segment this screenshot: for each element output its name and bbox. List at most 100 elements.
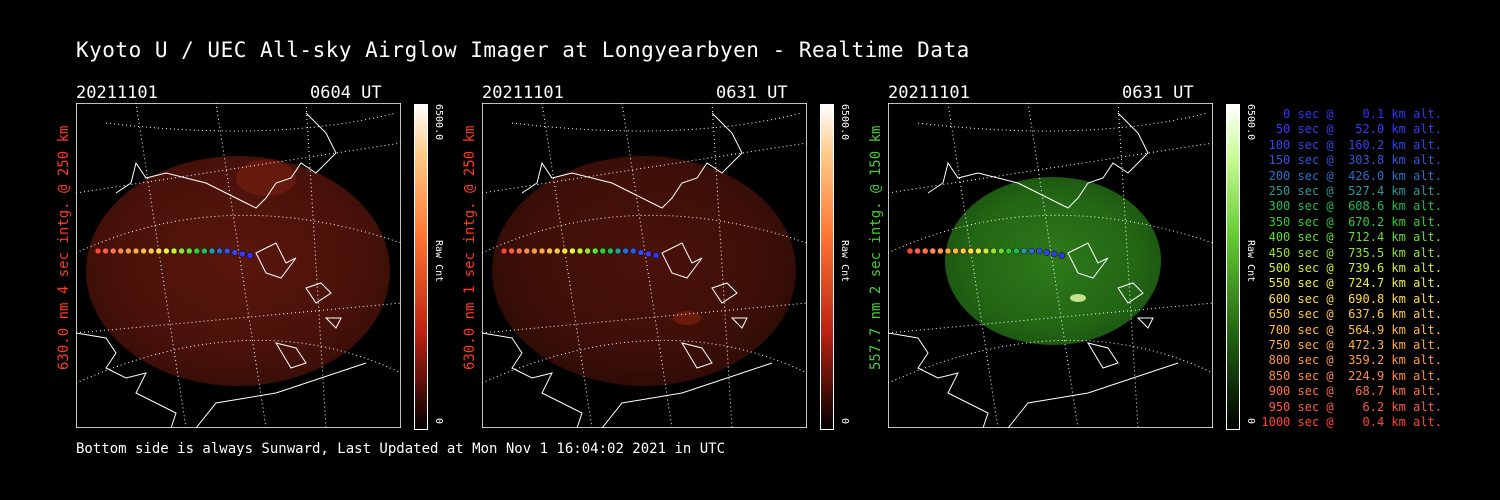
legend-row: 100 sec @ 160.2 km alt.: [1268, 137, 1442, 152]
track-point: [561, 247, 569, 255]
track-point: [163, 247, 170, 255]
page-title: Kyoto U / UEC All-sky Airglow Imager at …: [76, 38, 970, 62]
track-point: [906, 247, 914, 255]
track-point: [185, 247, 193, 255]
panel-date: 20211101: [888, 83, 970, 103]
track-point: [223, 247, 231, 255]
legend-row: 450 sec @ 735.5 km alt.: [1268, 245, 1442, 260]
legend-row: 750 sec @ 472.3 km alt.: [1268, 338, 1442, 352]
sky-ellipse: [86, 156, 390, 386]
legend-row: 300 sec @ 608.6 km alt.: [1268, 199, 1442, 214]
legend-row: 850 sec @ 224.9 km alt.: [1268, 368, 1442, 383]
track-point: [1035, 247, 1043, 255]
track-point: [645, 250, 652, 258]
track-point: [569, 247, 576, 255]
track-point: [231, 249, 239, 256]
latlon-grid: [888, 103, 1213, 428]
track-point: [622, 247, 629, 255]
track-point: [500, 247, 508, 255]
track-point: [959, 247, 967, 255]
track-point: [1051, 250, 1058, 258]
track-point: [929, 247, 937, 255]
track-point: [508, 247, 515, 255]
track-point: [193, 247, 201, 255]
colorbar: [820, 104, 834, 430]
track-point: [216, 247, 223, 255]
track-point: [997, 247, 1005, 255]
panel-time: 0631 UT: [716, 83, 788, 103]
track-point: [140, 247, 147, 255]
legend-row: 800 sec @ 359.2 km alt.: [1268, 353, 1442, 368]
track-point: [1028, 247, 1035, 255]
track-point: [239, 250, 246, 258]
legend-row: 650 sec @ 637.6 km alt.: [1268, 307, 1442, 322]
colorbar: [414, 104, 428, 430]
legend-row: 500 sec @ 739.6 km alt.: [1268, 261, 1442, 275]
coastlines: [76, 112, 367, 428]
panel-date: 20211101: [482, 83, 564, 103]
latlon-grid: [482, 103, 807, 428]
allsky-image-557nm: [888, 103, 1213, 428]
track-point: [147, 247, 155, 255]
legend-row: 150 sec @ 303.8 km alt.: [1268, 153, 1442, 168]
track-point: [538, 247, 546, 255]
legend-row: 0 sec @ 0.1 km alt.: [1283, 107, 1442, 121]
panel-time: 0631 UT: [1122, 83, 1194, 103]
track-point: [614, 247, 622, 255]
colorbar: [1226, 104, 1240, 430]
track-point: [944, 247, 952, 255]
track-point: [523, 247, 531, 255]
legend-row: 1000 sec @ 0.4 km alt.: [1261, 415, 1442, 429]
track-point: [531, 247, 538, 255]
legend-row: 350 sec @ 670.2 km alt.: [1268, 214, 1442, 229]
latlon-grid: [76, 103, 401, 428]
legend-row: 950 sec @ 6.2 km alt.: [1268, 399, 1442, 414]
track-point: [109, 247, 117, 255]
track-point: [629, 247, 637, 255]
panel-date: 20211101: [76, 83, 158, 103]
track-point: [1058, 252, 1066, 259]
legend-row: 600 sec @ 690.8 km alt.: [1268, 291, 1442, 306]
track-point: [982, 247, 990, 255]
track-point: [125, 247, 132, 255]
track-point: [1020, 247, 1028, 255]
track-point: [921, 247, 929, 255]
track-point: [1043, 249, 1051, 256]
track-point: [576, 247, 584, 255]
track-point: [546, 247, 553, 255]
coastlines: [888, 112, 1179, 428]
track-point: [246, 252, 254, 259]
track-point: [155, 247, 163, 255]
legend-row: 200 sec @ 426.0 km alt.: [1268, 168, 1442, 183]
track-point: [952, 247, 959, 255]
track-point: [937, 247, 944, 255]
legend-row: 50 sec @ 52.0 km alt.: [1275, 122, 1442, 137]
track-point: [990, 247, 997, 255]
track-point: [914, 247, 921, 255]
sky-ellipse: [492, 156, 796, 386]
track-point: [178, 247, 185, 255]
track-point: [1005, 247, 1013, 255]
track-point: [652, 252, 660, 259]
track-point: [975, 247, 982, 255]
track-point: [102, 247, 109, 255]
allsky-image-630nm: [482, 103, 807, 428]
panel-time: 0604 UT: [310, 83, 382, 103]
legend-row: 250 sec @ 527.4 km alt.: [1268, 184, 1442, 198]
track-point: [607, 247, 614, 255]
track-point: [208, 247, 216, 255]
track-point: [132, 247, 140, 255]
track-point: [967, 247, 975, 255]
legend-row: 700 sec @ 564.9 km alt.: [1268, 322, 1442, 337]
track-point: [515, 247, 523, 255]
legend-row: 400 sec @ 712.4 km alt.: [1268, 230, 1442, 245]
track-point: [599, 247, 607, 255]
legend-row: 550 sec @ 724.7 km alt.: [1268, 276, 1442, 291]
track-point: [201, 247, 208, 255]
track-point: [1013, 247, 1020, 255]
track-point: [591, 247, 599, 255]
footer-note: Bottom side is always Sunward, Last Upda…: [76, 441, 726, 457]
track-point: [170, 247, 178, 255]
track-point: [117, 247, 125, 255]
